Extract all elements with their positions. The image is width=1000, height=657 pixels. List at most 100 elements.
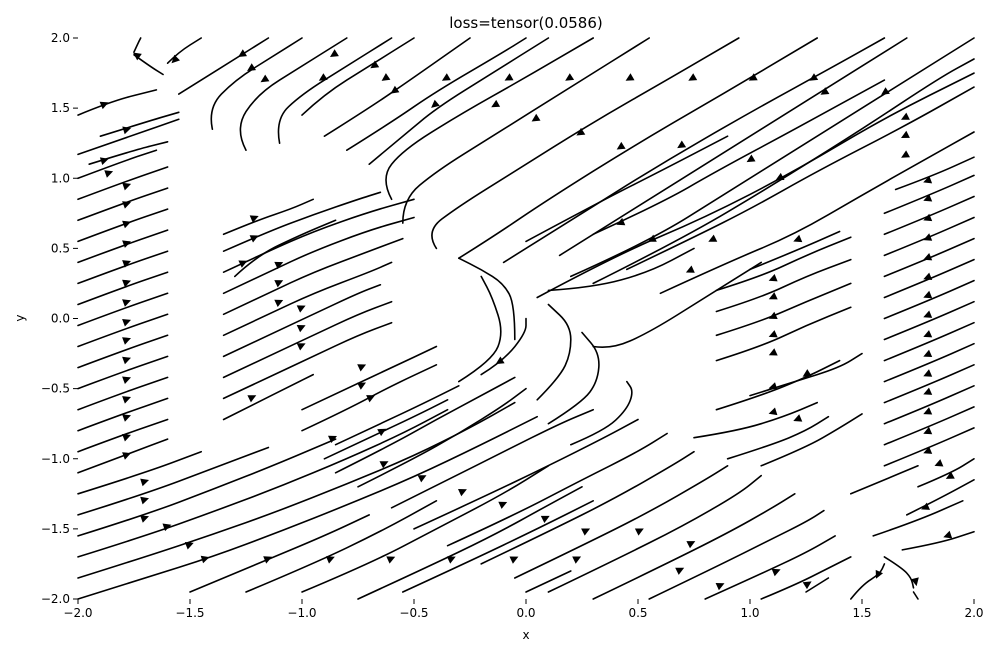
streamline-arrow: [565, 73, 575, 81]
streamline: [77, 438, 337, 537]
streamline-arrow: [249, 235, 259, 243]
streamline: [77, 418, 169, 453]
streamline-arrow: [923, 175, 933, 184]
streamline-arrow: [140, 478, 149, 487]
streamline-arrow: [122, 279, 131, 288]
streamline: [222, 321, 393, 400]
streamline-arrow: [943, 530, 953, 539]
streamline-arrow: [945, 471, 955, 479]
streamline-arrow: [802, 581, 812, 590]
streamline-arrow: [99, 157, 109, 165]
x-tick-label: 2.0: [964, 606, 983, 620]
streamline: [277, 37, 393, 144]
streamline: [901, 530, 975, 551]
streamline-arrow: [934, 459, 944, 467]
streamline: [883, 364, 975, 404]
streamline-arrow: [122, 299, 131, 307]
streamline-arrow: [274, 280, 284, 288]
streamline-arrow: [238, 260, 248, 268]
streamline: [570, 37, 975, 278]
streamline-arrow: [446, 556, 456, 564]
streamline-arrow: [458, 489, 467, 497]
streamline-arrow: [296, 305, 306, 313]
streamline: [402, 37, 650, 224]
streamline: [850, 465, 919, 495]
streamline: [77, 408, 449, 558]
streamline-arrow: [99, 101, 109, 110]
streamline: [77, 397, 169, 432]
streamline: [883, 174, 975, 215]
streamline: [222, 237, 404, 316]
streamline: [357, 486, 583, 600]
axes-group: −2.0 −1.5 −1.0 −0.5 0.0 0.5 1.0 1.5 2.0 −2.0 −1.5 −…: [41, 31, 984, 620]
streamline: [760, 413, 863, 467]
x-tick-label: 1.5: [852, 606, 871, 620]
streamline-arrow: [531, 113, 541, 122]
streamline: [760, 556, 852, 600]
streamline-arrow: [386, 556, 396, 564]
streamline-arrow: [122, 220, 131, 229]
streamline-arrow: [318, 73, 328, 81]
streamline-arrow: [768, 292, 778, 300]
streamline-arrow: [431, 99, 440, 108]
streamline: [77, 208, 169, 243]
streamlines-group: [77, 37, 975, 600]
streamline: [715, 306, 852, 362]
streamline: [626, 86, 975, 271]
streamline: [458, 37, 818, 259]
streamline-arrow: [540, 515, 550, 523]
streamline-arrow: [122, 434, 131, 442]
x-tick-label: −1.5: [175, 606, 204, 620]
streamline: [77, 313, 169, 348]
streamline-arrow: [249, 215, 259, 223]
streamline: [715, 359, 841, 411]
streamline-arrow: [923, 369, 933, 377]
streamline-arrow: [675, 567, 685, 575]
streamline-arrow: [274, 261, 284, 270]
streamline-arrow: [122, 376, 131, 384]
streamline: [413, 418, 639, 530]
chart-title: loss=tensor(0.0586): [449, 14, 603, 32]
streamline-arrow: [162, 523, 172, 532]
streamline: [222, 191, 382, 252]
y-tick-label: −2.0: [41, 592, 70, 606]
streamline-arrow: [104, 170, 114, 178]
streamline: [883, 406, 975, 446]
streamline-arrow: [686, 541, 696, 549]
y-tick-label: −1.0: [41, 452, 70, 466]
streamline: [458, 257, 516, 341]
streamline: [704, 535, 836, 600]
x-tick-label: −1.0: [287, 606, 316, 620]
streamline-arrow: [802, 369, 812, 377]
streamline-arrow: [771, 568, 781, 577]
streamline: [715, 236, 852, 292]
streamline-arrow: [688, 73, 698, 81]
streamline: [77, 401, 516, 579]
y-tick-label: 2.0: [51, 31, 70, 45]
y-tick-label: 1.5: [51, 101, 70, 115]
streamline: [894, 156, 975, 191]
streamline-arrow: [768, 274, 778, 282]
streamline-arrow: [274, 299, 284, 307]
streamline: [536, 72, 975, 299]
streamline: [385, 37, 594, 201]
streamline: [502, 37, 886, 264]
x-axis-label: x: [522, 628, 529, 642]
streamline-arrow: [390, 85, 400, 94]
streamline-arrow: [634, 528, 644, 536]
streamline: [222, 198, 314, 236]
streamline: [912, 591, 919, 600]
streamline-arrow: [715, 583, 725, 591]
streamline: [536, 303, 572, 401]
streamline-arrow: [417, 475, 427, 483]
y-tick-label: −1.5: [41, 522, 70, 536]
streamline-arrow: [809, 73, 819, 81]
streamline: [222, 300, 393, 379]
streamline-arrow: [140, 496, 149, 505]
x-tick-label: 0.0: [516, 606, 535, 620]
y-axis-label: y: [13, 314, 27, 321]
streamline-arrow: [911, 577, 919, 587]
streamline-arrow: [122, 414, 131, 422]
streamline: [301, 345, 438, 411]
streamline: [850, 563, 886, 600]
